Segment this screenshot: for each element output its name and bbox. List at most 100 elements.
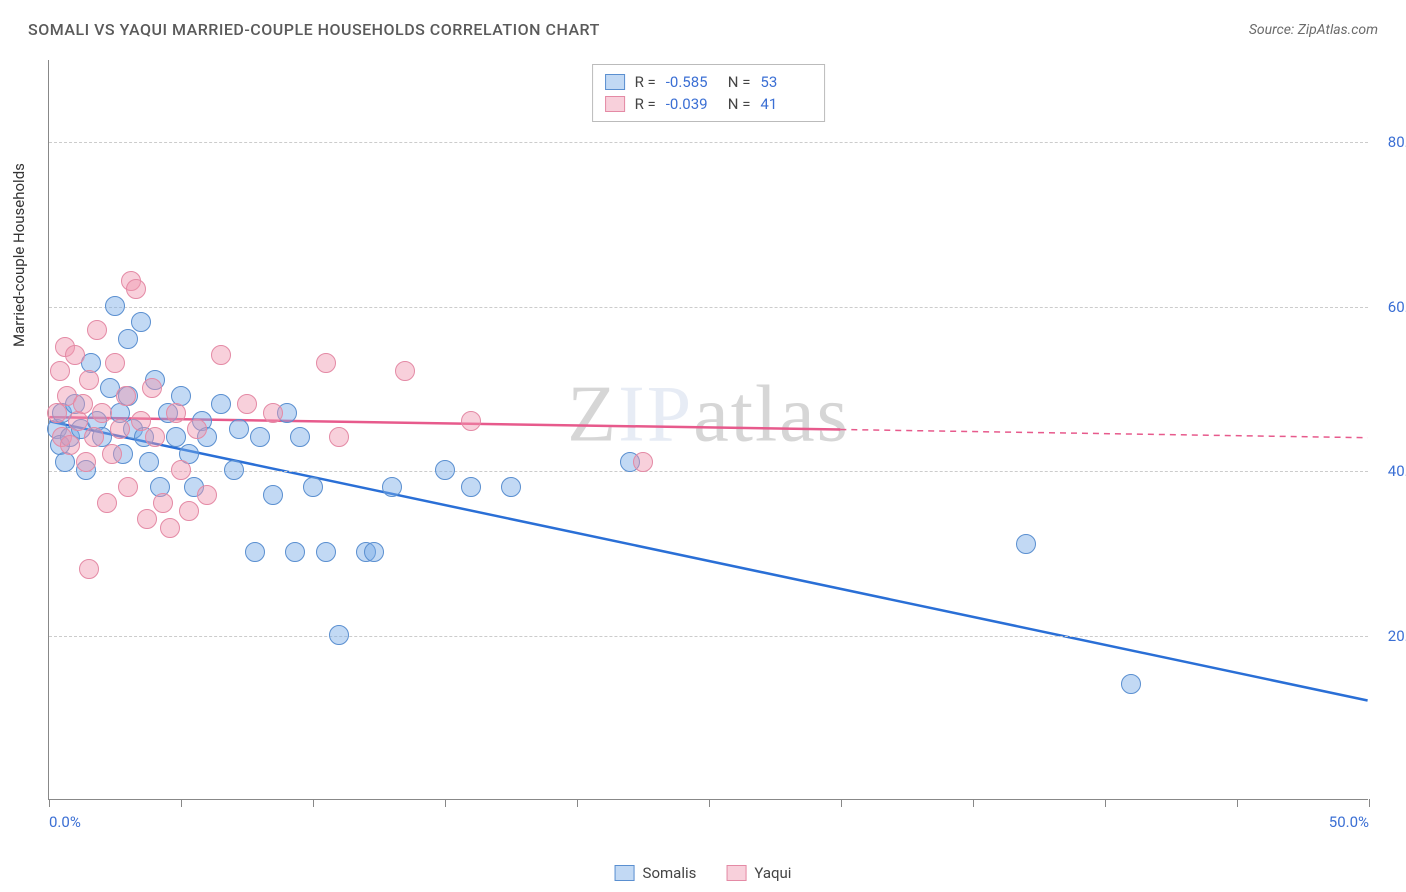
scatter-point — [118, 329, 138, 349]
x-tick — [577, 799, 578, 807]
stat-n-label: N = — [728, 95, 751, 113]
scatter-point — [179, 501, 199, 521]
legend-item: Yaqui — [726, 864, 791, 882]
scatter-point — [461, 477, 481, 497]
watermark: ZIPatlas — [567, 369, 850, 460]
scatter-point — [105, 353, 125, 373]
scatter-point — [166, 403, 186, 423]
trend-line-extrapolated — [840, 430, 1367, 438]
stat-n-value: 41 — [760, 95, 812, 113]
legend-swatch — [615, 865, 635, 881]
scatter-point — [303, 477, 323, 497]
scatter-point — [73, 394, 93, 414]
scatter-point — [290, 427, 310, 447]
correlation-legend: R = -0.585 N = 53 R = -0.039N = 41 — [592, 64, 826, 122]
y-tick-label: 20.0% — [1388, 627, 1406, 645]
scatter-point — [92, 403, 112, 423]
stat-r-value: -0.585 — [666, 73, 718, 91]
scatter-point — [316, 353, 336, 373]
x-tick — [1369, 799, 1370, 807]
legend-label: Yaqui — [754, 864, 791, 882]
scatter-point — [79, 370, 99, 390]
scatter-point — [76, 452, 96, 472]
series-legend: Somalis Yaqui — [615, 864, 792, 882]
scatter-point — [501, 477, 521, 497]
legend-item: Somalis — [615, 864, 697, 882]
scatter-point — [137, 509, 157, 529]
scatter-point — [316, 542, 336, 562]
scatter-point — [263, 403, 283, 423]
scatter-point — [160, 518, 180, 538]
scatter-point — [224, 460, 244, 480]
x-tick — [313, 799, 314, 807]
scatter-point — [60, 435, 80, 455]
chart-plot-area: Married-couple Households ZIPatlas R = -… — [48, 60, 1368, 800]
scatter-point — [102, 444, 122, 464]
chart-title: SOMALI VS YAQUI MARRIED-COUPLE HOUSEHOLD… — [28, 20, 600, 39]
scatter-point — [118, 477, 138, 497]
scatter-point — [237, 394, 257, 414]
scatter-point — [382, 477, 402, 497]
y-axis-label: Married-couple Households — [10, 163, 28, 347]
scatter-point — [250, 427, 270, 447]
scatter-point — [1121, 674, 1141, 694]
legend-stat-row: R = -0.039N = 41 — [605, 93, 813, 115]
scatter-point — [87, 320, 107, 340]
legend-swatch — [726, 865, 746, 881]
gridline — [49, 142, 1368, 143]
scatter-point — [329, 625, 349, 645]
scatter-point — [197, 485, 217, 505]
legend-swatch — [605, 96, 625, 112]
x-tick — [841, 799, 842, 807]
stat-n-label: N = — [728, 73, 751, 91]
scatter-point — [79, 559, 99, 579]
scatter-point — [211, 394, 231, 414]
stat-r-label: R = — [635, 95, 656, 113]
scatter-point — [263, 485, 283, 505]
x-tick-label: 50.0% — [1329, 813, 1369, 831]
scatter-point — [245, 542, 265, 562]
x-tick-label: 0.0% — [49, 813, 81, 831]
scatter-point — [84, 427, 104, 447]
legend-label: Somalis — [643, 864, 697, 882]
scatter-point — [116, 386, 136, 406]
scatter-point — [229, 419, 249, 439]
scatter-point — [171, 460, 191, 480]
scatter-point — [126, 279, 146, 299]
y-tick-label: 60.0% — [1388, 298, 1406, 316]
gridline — [49, 307, 1368, 308]
scatter-point — [633, 452, 653, 472]
gridline — [49, 471, 1368, 472]
x-tick — [1105, 799, 1106, 807]
y-tick-label: 40.0% — [1388, 462, 1406, 480]
header: SOMALI VS YAQUI MARRIED-COUPLE HOUSEHOLD… — [0, 0, 1406, 51]
x-tick — [1237, 799, 1238, 807]
x-tick — [181, 799, 182, 807]
scatter-point — [65, 345, 85, 365]
gridline — [49, 636, 1368, 637]
source-attribution: Source: ZipAtlas.com — [1249, 22, 1378, 38]
scatter-point — [97, 493, 117, 513]
stat-n-value: 53 — [760, 73, 812, 91]
y-tick-label: 80.0% — [1388, 133, 1406, 151]
trend-line — [49, 421, 1367, 700]
scatter-point — [1016, 534, 1036, 554]
scatter-point — [139, 452, 159, 472]
scatter-point — [187, 419, 207, 439]
scatter-point — [395, 361, 415, 381]
scatter-point — [153, 493, 173, 513]
stat-r-label: R = — [635, 73, 656, 91]
legend-swatch — [605, 74, 625, 90]
scatter-point — [105, 296, 125, 316]
x-tick — [445, 799, 446, 807]
scatter-point — [364, 542, 384, 562]
scatter-point — [145, 427, 165, 447]
scatter-point — [110, 419, 130, 439]
scatter-point — [211, 345, 231, 365]
scatter-point — [461, 411, 481, 431]
scatter-point — [142, 378, 162, 398]
scatter-point — [435, 460, 455, 480]
x-tick — [49, 799, 50, 807]
scatter-point — [50, 361, 70, 381]
legend-stat-row: R = -0.585 N = 53 — [605, 71, 813, 93]
